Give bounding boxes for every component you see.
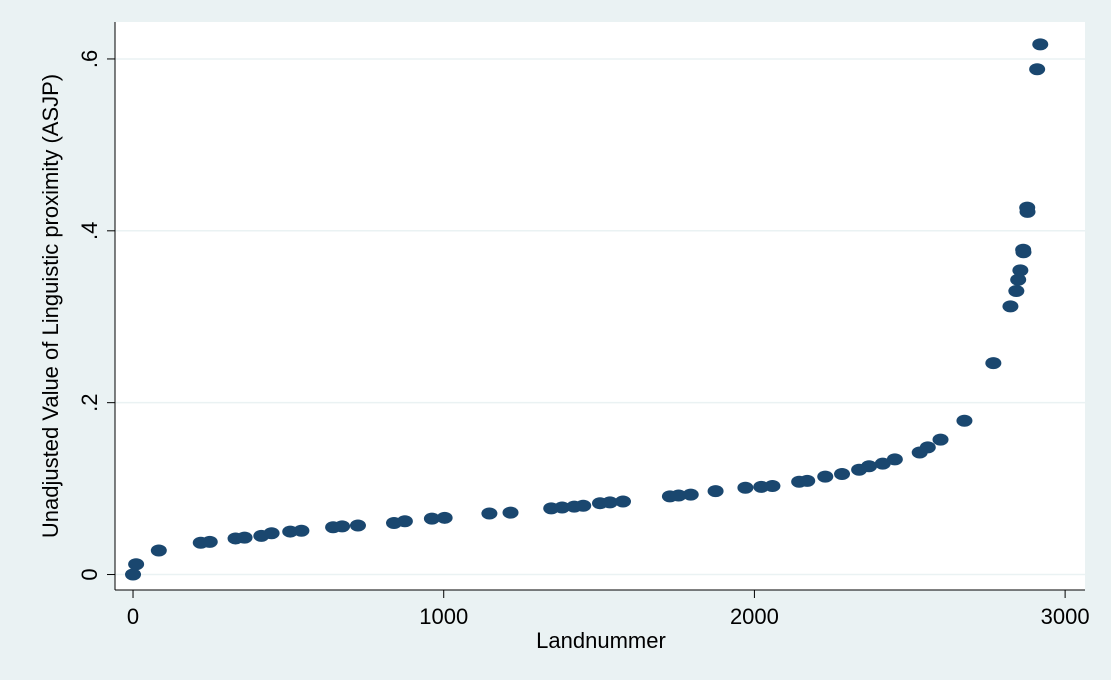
x-tick-label: 1000 [419,604,468,629]
point [263,527,280,540]
plot-area [115,22,1085,590]
y-tick-label: 0 [77,568,102,580]
point [396,515,413,528]
point [1012,264,1029,277]
y-tick-label: .2 [77,393,102,411]
point [1002,300,1019,313]
point [1015,246,1032,259]
point [125,568,142,581]
point [985,357,1002,370]
point [1010,273,1027,286]
point [737,481,754,494]
point [707,485,724,498]
point [236,531,253,544]
point [682,488,699,501]
point [554,501,571,514]
point [1019,205,1036,218]
x-axis-label: Landnummer [536,628,666,653]
point [575,499,592,512]
x-tick-label: 3000 [1041,604,1090,629]
point [817,470,834,483]
point [932,433,949,446]
point [601,496,618,509]
point [502,506,519,519]
point [150,544,167,557]
point [128,558,145,571]
point [1008,284,1025,297]
point [956,414,973,427]
point [919,441,936,454]
point [834,467,851,480]
point [334,520,351,533]
point [614,495,631,508]
point [799,474,816,487]
point [874,457,891,470]
point [436,511,453,524]
point [1032,38,1049,51]
point [349,519,366,532]
x-tick-label: 2000 [730,604,779,629]
y-tick-label: .6 [77,50,102,68]
point [886,453,903,466]
point [861,460,878,473]
point [481,507,498,520]
point [423,512,440,525]
x-tick-label: 0 [127,604,139,629]
y-axis-label: Unadjusted Value of Linguistic proximity… [38,74,63,538]
point [670,489,687,502]
y-tick-label: .4 [77,222,102,240]
point [201,535,218,548]
point [764,480,781,493]
point [293,524,310,537]
point [1029,63,1046,76]
